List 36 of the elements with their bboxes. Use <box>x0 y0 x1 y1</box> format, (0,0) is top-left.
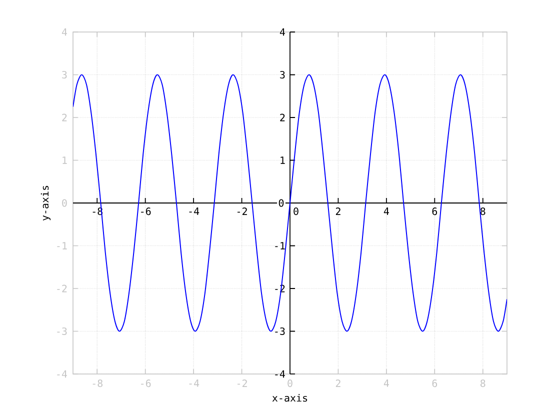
x-tick-label: 6 <box>432 380 438 388</box>
x2-tick-label: 8 <box>480 208 486 216</box>
x-tick-label: 8 <box>480 380 486 388</box>
y-tick-label: -1 <box>57 242 67 250</box>
y-tick-label: 3 <box>62 70 67 79</box>
x-tick-label: -2 <box>237 380 247 387</box>
y2-tick-label: -1 <box>275 242 285 250</box>
y-tick-label: -4 <box>57 370 68 378</box>
x2-tick-label: 0 <box>294 208 298 216</box>
x-axis-title: x-axis <box>272 394 308 402</box>
y-tick-label: 4 <box>62 28 68 36</box>
y-tick-label: -2 <box>57 284 67 292</box>
x-tick-label: -4 <box>189 380 200 387</box>
x2-tick-label: -6 <box>141 208 151 216</box>
y-tick-label: 2 <box>62 114 67 122</box>
y-tick-label: 0 <box>62 199 67 207</box>
y2-tick-label: -4 <box>275 370 285 378</box>
y-tick-label: -3 <box>57 327 67 336</box>
y2-tick-label: 4 <box>280 28 285 36</box>
y2-tick-label: 2 <box>280 114 285 122</box>
x2-tick-label: 4 <box>384 208 389 215</box>
x-tick-label: 0 <box>288 380 292 388</box>
y2-tick-label: 0 <box>278 199 284 207</box>
x2-tick-label: 6 <box>432 208 438 216</box>
x-tick-label: -8 <box>92 380 102 388</box>
y2-tick-label: 1 <box>280 156 285 164</box>
x2-tick-label: 2 <box>336 208 340 215</box>
y2-tick-label: 3 <box>280 70 285 79</box>
x-tick-label: 4 <box>384 380 389 387</box>
y-axis-title: y-axis <box>40 186 51 221</box>
y2-tick-label: -3 <box>275 327 285 336</box>
x-tick-label: 2 <box>336 380 340 387</box>
x2-tick-label: -2 <box>237 208 247 215</box>
x-tick-label: -6 <box>141 380 151 388</box>
y-tick-label: 1 <box>62 156 67 164</box>
x2-tick-label: -4 <box>189 208 200 215</box>
